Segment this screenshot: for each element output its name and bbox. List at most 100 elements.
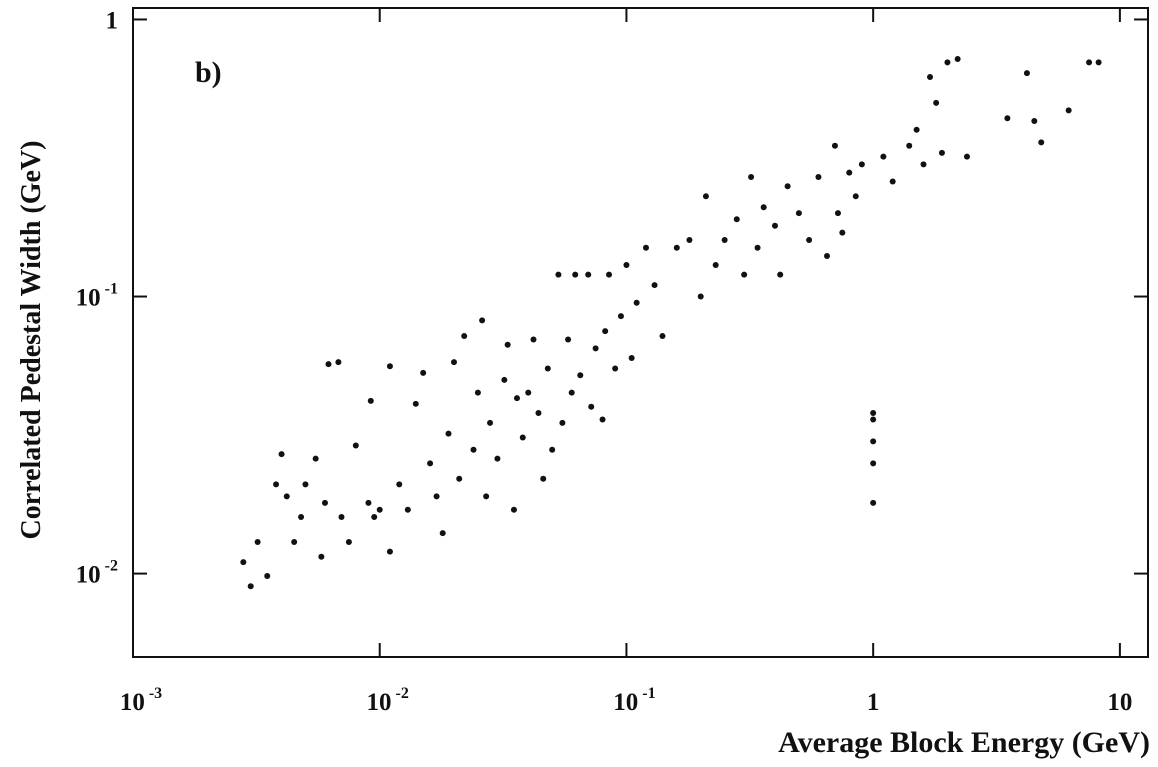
point [659, 333, 666, 340]
point [777, 271, 784, 278]
point [525, 389, 532, 396]
point [565, 336, 572, 343]
point [445, 430, 452, 437]
point [963, 153, 970, 160]
point [559, 419, 566, 426]
point [686, 236, 693, 243]
x-tick-label: 1 [867, 689, 880, 716]
y-tick-label: 1 [106, 7, 119, 34]
point [1065, 107, 1072, 114]
point [938, 149, 945, 156]
point [920, 161, 927, 168]
y-tick-label: 10 -2 [76, 558, 118, 589]
point [318, 553, 325, 560]
point [335, 359, 342, 366]
point [913, 126, 920, 133]
point [456, 475, 463, 482]
point [487, 419, 494, 426]
point [321, 499, 328, 506]
point [795, 210, 802, 217]
tick-base: 10 [76, 285, 101, 312]
point [1095, 59, 1102, 66]
point [404, 506, 411, 513]
point [944, 59, 951, 66]
point [870, 409, 877, 416]
tick-base: 10 [120, 689, 145, 716]
point [702, 193, 709, 200]
point [588, 403, 595, 410]
point [633, 299, 640, 306]
point [623, 261, 630, 268]
point [420, 369, 427, 376]
x-tick-label: 10 [1107, 689, 1132, 716]
point [815, 174, 822, 181]
point [371, 514, 378, 521]
point [585, 271, 592, 278]
point [642, 244, 649, 251]
point [858, 161, 865, 168]
point [870, 416, 877, 423]
point [519, 434, 526, 441]
point [617, 313, 624, 320]
point [870, 438, 877, 445]
point [599, 416, 606, 423]
x-tick-label: 10 -1 [613, 685, 655, 716]
point [852, 193, 859, 200]
tick-exponent: -1 [642, 685, 655, 702]
point [396, 481, 403, 488]
point [240, 559, 247, 566]
point [376, 506, 383, 513]
x-tick-label: 10 -3 [120, 685, 162, 716]
point [806, 236, 813, 243]
tick-base: 10 [367, 689, 392, 716]
point [544, 365, 551, 372]
point [754, 244, 761, 251]
point [889, 178, 896, 185]
point [712, 261, 719, 268]
point [312, 455, 319, 462]
point [870, 460, 877, 467]
point [247, 583, 254, 590]
tick-base: 10 [613, 689, 638, 716]
point [906, 142, 913, 149]
point [784, 183, 791, 190]
point [352, 442, 359, 449]
point [606, 271, 613, 278]
point [592, 345, 599, 352]
point [540, 475, 547, 482]
point [273, 481, 280, 488]
point [1038, 139, 1045, 146]
point [602, 328, 609, 335]
point [367, 397, 374, 404]
point [721, 236, 728, 243]
point [839, 229, 846, 236]
point [254, 539, 261, 546]
point [846, 169, 853, 176]
point [880, 153, 887, 160]
point [479, 317, 486, 324]
point [748, 174, 755, 181]
tick-exponent: -3 [149, 685, 162, 702]
tick-exponent: -1 [105, 281, 118, 298]
point [450, 359, 457, 366]
x-axis-label: Average Block Energy (GeV) [778, 726, 1150, 759]
annotation: b) [195, 56, 222, 89]
point [264, 573, 271, 580]
point [386, 548, 393, 555]
point [549, 446, 556, 453]
point [771, 222, 778, 229]
point [433, 493, 440, 500]
point [741, 271, 748, 278]
point [474, 389, 481, 396]
y-axis-label: Correlated Pedestal Width (GeV) [16, 141, 47, 540]
point [628, 354, 635, 361]
point [697, 293, 704, 300]
point [612, 365, 619, 372]
point [283, 493, 290, 500]
point [1086, 59, 1093, 66]
point [461, 333, 468, 340]
point [325, 361, 332, 368]
point [386, 363, 393, 370]
